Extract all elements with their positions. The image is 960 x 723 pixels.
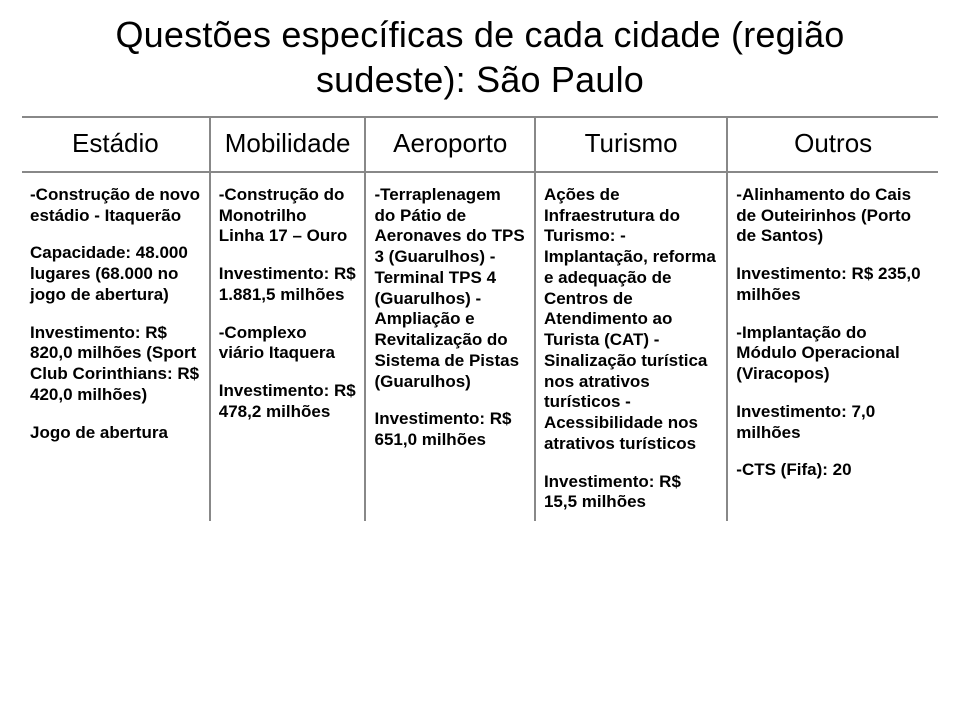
- cell-text: Ações de Infraestrutura do Turismo: -Imp…: [544, 185, 718, 455]
- cell-text: Jogo de abertura: [30, 423, 201, 444]
- cell-text: Investimento: R$ 820,0 milhões (Sport Cl…: [30, 323, 201, 406]
- header-estadio: Estádio: [22, 117, 210, 172]
- cell-text: Investimento: R$ 651,0 milhões: [374, 409, 525, 450]
- cell-text: -Construção de novo estádio - Itaquerão: [30, 185, 201, 226]
- cell-text: Investimento: R$ 478,2 milhões: [219, 381, 357, 422]
- cell-estadio: -Construção de novo estádio - Itaquerão …: [22, 172, 210, 521]
- cell-text: Investimento: R$ 1.881,5 milhões: [219, 264, 357, 305]
- title-line-1: Questões específicas de cada cidade (reg…: [115, 14, 844, 55]
- title-line-2: sudeste): São Paulo: [316, 59, 644, 100]
- cell-text: -Implantação do Módulo Operacional (Vira…: [736, 323, 930, 385]
- cell-text: -Terraplenagem do Pátio de Aeronaves do …: [374, 185, 525, 392]
- cell-aeroporto: -Terraplenagem do Pátio de Aeronaves do …: [365, 172, 534, 521]
- cell-text: -CTS (Fifa): 20: [736, 460, 930, 481]
- header-turismo: Turismo: [535, 117, 727, 172]
- content-table: Estádio Mobilidade Aeroporto Turismo Out…: [22, 116, 938, 521]
- cell-text: -Complexo viário Itaquera: [219, 323, 357, 364]
- header-row: Estádio Mobilidade Aeroporto Turismo Out…: [22, 117, 938, 172]
- table-row: -Construção de novo estádio - Itaquerão …: [22, 172, 938, 521]
- header-outros: Outros: [727, 117, 938, 172]
- cell-text: Investimento: R$ 235,0 milhões: [736, 264, 930, 305]
- cell-turismo: Ações de Infraestrutura do Turismo: -Imp…: [535, 172, 727, 521]
- cell-text: Investimento: 7,0 milhões: [736, 402, 930, 443]
- cell-text: -Construção do Monotrilho Linha 17 – Our…: [219, 185, 357, 247]
- slide: Questões específicas de cada cidade (reg…: [0, 0, 960, 723]
- cell-text: -Alinhamento do Cais de Outeirinhos (Por…: [736, 185, 930, 247]
- cell-mobilidade: -Construção do Monotrilho Linha 17 – Our…: [210, 172, 366, 521]
- header-aeroporto: Aeroporto: [365, 117, 534, 172]
- cell-text: Capacidade: 48.000 lugares (68.000 no jo…: [30, 243, 201, 305]
- cell-text: Investimento: R$ 15,5 milhões: [544, 472, 718, 513]
- cell-outros: -Alinhamento do Cais de Outeirinhos (Por…: [727, 172, 938, 521]
- slide-title: Questões específicas de cada cidade (reg…: [22, 12, 938, 102]
- header-mobilidade: Mobilidade: [210, 117, 366, 172]
